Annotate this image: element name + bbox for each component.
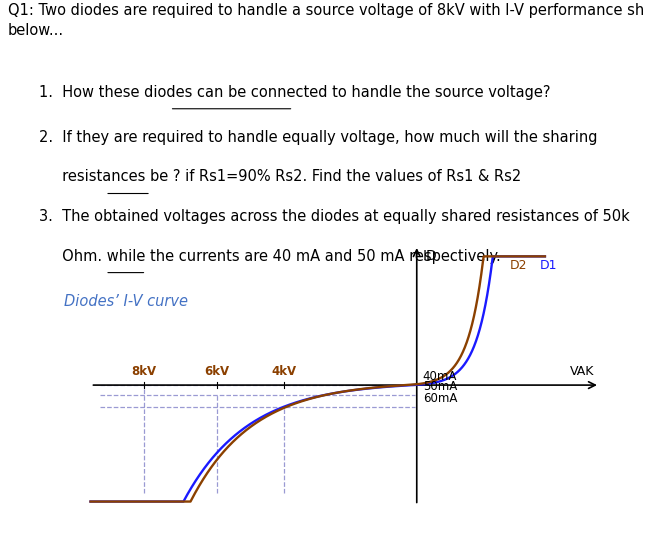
Text: D2: D2 [510, 259, 528, 272]
Text: Q1: Two diodes are required to handle a source voltage of 8kV with I-V performan: Q1: Two diodes are required to handle a … [8, 3, 645, 38]
Text: 1.  How these diodes can be connected to handle the source voltage?: 1. How these diodes can be connected to … [39, 85, 550, 100]
Text: 50mA: 50mA [422, 380, 457, 393]
Text: resistances be ? if Rs1=90% Rs2. Find the values of Rs1 & Rs2: resistances be ? if Rs1=90% Rs2. Find th… [39, 169, 521, 184]
Text: 4kV: 4kV [271, 365, 296, 378]
Text: Diodes’ I-V curve: Diodes’ I-V curve [64, 294, 188, 309]
Text: Ohm. while the currents are 40 mA and 50 mA respectively.: Ohm. while the currents are 40 mA and 50… [39, 248, 501, 264]
Text: Ohm. while the currents are 40 mA and 50 mA respectively.|: Ohm. while the currents are 40 mA and 50… [39, 248, 506, 264]
Text: 8kV: 8kV [131, 365, 156, 378]
Text: 6kV: 6kV [204, 365, 230, 378]
Text: D1: D1 [540, 259, 557, 272]
Text: 40mA: 40mA [422, 370, 457, 383]
Text: VAK: VAK [570, 365, 594, 378]
Text: 3.  The obtained voltages across the diodes at equally shared resistances of 50k: 3. The obtained voltages across the diod… [39, 209, 630, 224]
Text: ID: ID [422, 249, 437, 263]
Text: 2.  If they are required to handle equally voltage, how much will the sharing: 2. If they are required to handle equall… [39, 130, 597, 145]
Text: 60mA: 60mA [422, 392, 457, 405]
